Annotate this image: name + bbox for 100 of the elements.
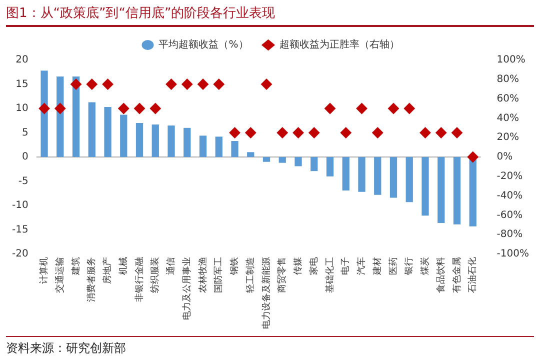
bar	[326, 157, 334, 176]
point	[102, 78, 114, 90]
point	[404, 103, 415, 114]
point	[276, 127, 288, 138]
bar	[438, 157, 445, 223]
x-tick-label: 农林牧渔	[197, 257, 208, 293]
x-tick-label: 汽车	[356, 257, 368, 275]
y2-tick-label: 80%	[496, 74, 520, 85]
x-tick-label: 商贸零售	[276, 257, 288, 293]
point	[213, 78, 224, 90]
bar	[469, 157, 476, 226]
x-tick-label: 有色金属	[451, 257, 462, 293]
bar	[152, 124, 159, 157]
bar	[184, 128, 191, 157]
legend-label: 超额收益为正胜率（右轴）	[279, 38, 400, 51]
x-tick-label: 传媒	[292, 257, 304, 275]
x-tick-label: 房地产	[102, 257, 114, 284]
y2-tick-label: -100%	[496, 248, 530, 260]
point	[150, 103, 161, 114]
x-tick-label: 电力及公用事业	[181, 257, 192, 320]
point	[166, 78, 177, 90]
y-tick-label: 20	[16, 54, 28, 66]
bar	[453, 157, 461, 224]
bar	[120, 114, 128, 157]
point	[372, 127, 384, 138]
bar	[374, 157, 382, 195]
x-tick-label: 非银行金融	[134, 257, 145, 302]
point	[86, 78, 98, 90]
point	[38, 103, 50, 114]
x-tick-label: 煤炭	[420, 257, 431, 275]
y-tick-label: 15	[16, 78, 28, 90]
y-tick-label: 10	[16, 103, 28, 114]
y-tick-label: -5	[18, 176, 28, 187]
point	[292, 127, 304, 138]
legend-label: 平均超额收益（%）	[158, 38, 248, 51]
x-tick-label: 纺织服装	[150, 257, 161, 293]
point	[308, 127, 320, 138]
x-tick-label: 银行	[404, 257, 415, 276]
chart-title: 图1：从“政策底”到“信用底”的阶段各行业表现	[6, 4, 534, 27]
bar	[342, 157, 350, 190]
point	[54, 103, 66, 114]
bar	[262, 157, 270, 162]
bar	[168, 125, 175, 157]
bar	[40, 70, 48, 157]
point	[420, 127, 431, 138]
x-tick-label: 家电	[308, 257, 320, 275]
bar	[88, 102, 96, 157]
y2-tick-label: 40%	[496, 112, 520, 124]
bar	[136, 123, 144, 157]
bar	[278, 157, 286, 163]
point	[70, 78, 82, 90]
point	[118, 103, 130, 114]
x-tick-label: 建材	[372, 257, 383, 276]
x-tick-label: 医药	[388, 257, 399, 275]
x-tick-label: 建筑	[70, 257, 82, 276]
x-tick-label: 通信	[166, 257, 177, 275]
x-tick-label: 食品饮料	[435, 257, 446, 293]
point	[245, 127, 256, 138]
bar	[390, 157, 398, 198]
y2-tick-label: 100%	[496, 54, 526, 66]
point	[182, 78, 193, 90]
x-tick-label: 电子	[340, 257, 352, 275]
bar	[422, 157, 429, 216]
bar	[247, 152, 254, 157]
bar	[199, 136, 207, 157]
text: 资料来源：研究创新部	[6, 336, 534, 357]
x-tick-label: 电力设备及新能源	[260, 257, 272, 329]
bar	[406, 157, 413, 202]
point	[261, 78, 272, 90]
y-tick-label: 5	[22, 127, 28, 138]
bar	[358, 157, 366, 192]
x-tick-label: 国防军工	[213, 257, 224, 293]
y2-tick-label: 20%	[496, 132, 520, 144]
x-tick-label: 计算机	[38, 257, 50, 284]
y-tick-label: -15	[12, 224, 28, 236]
point	[467, 152, 478, 162]
x-tick-label: 消费者服务	[86, 257, 98, 302]
point	[229, 127, 240, 138]
point	[324, 103, 336, 114]
point	[198, 78, 209, 90]
y2-tick-label: -60%	[496, 210, 523, 221]
y-tick-label: -10	[12, 200, 28, 212]
point	[388, 103, 399, 114]
x-tick-label: 交通运输	[54, 257, 66, 293]
y-tick-label: 0	[22, 152, 28, 163]
point	[340, 127, 352, 138]
point	[356, 103, 368, 114]
y-tick-label: -20	[12, 248, 28, 260]
y2-tick-label: -20%	[496, 170, 523, 182]
bar	[215, 136, 222, 157]
x-tick-label: 轻工制造	[244, 257, 256, 293]
x-tick-label: 基础化工	[324, 257, 336, 293]
bar	[104, 107, 112, 157]
point	[436, 127, 447, 138]
bar	[310, 157, 318, 172]
x-tick-label: 石油石化	[467, 257, 478, 293]
x-tick-label: 钢铁	[229, 257, 240, 276]
point	[451, 127, 462, 138]
y2-tick-label: 60%	[496, 93, 520, 104]
y2-tick-label: 0%	[496, 152, 513, 163]
